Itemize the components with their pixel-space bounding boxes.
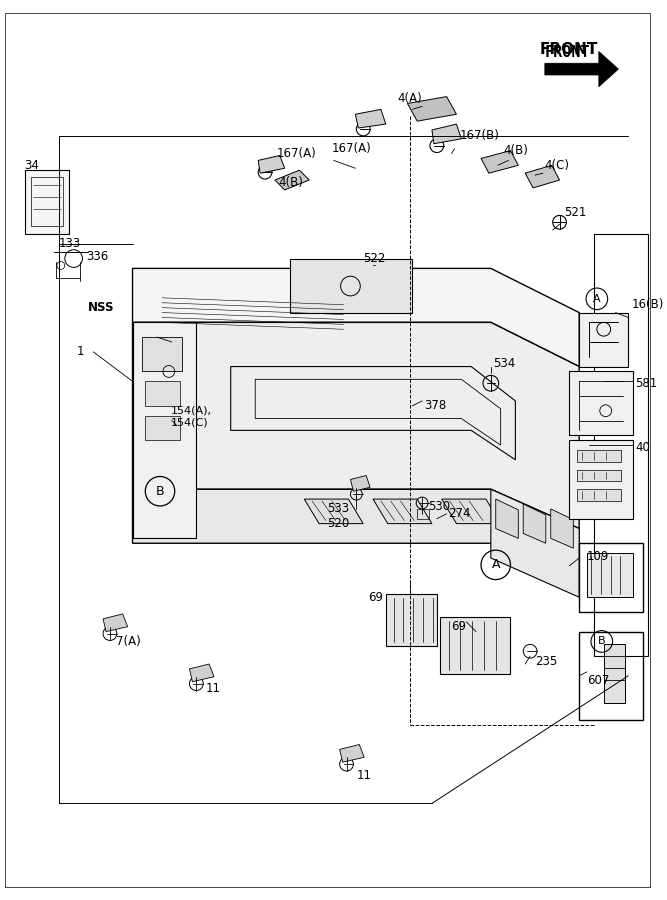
Polygon shape <box>189 664 214 681</box>
Polygon shape <box>432 124 462 144</box>
Text: 40: 40 <box>635 441 650 454</box>
Text: 4(B): 4(B) <box>504 144 528 158</box>
Polygon shape <box>133 268 579 366</box>
Text: 274: 274 <box>449 508 471 520</box>
Bar <box>579 632 643 720</box>
Bar <box>577 450 622 462</box>
Polygon shape <box>408 96 456 122</box>
Polygon shape <box>133 322 579 528</box>
Polygon shape <box>570 372 633 436</box>
Polygon shape <box>356 110 386 128</box>
Bar <box>577 490 622 501</box>
Polygon shape <box>496 500 518 538</box>
Text: A: A <box>593 293 601 304</box>
Text: 133: 133 <box>59 238 81 250</box>
Text: 607: 607 <box>587 674 610 688</box>
Text: 16(B): 16(B) <box>631 298 664 311</box>
Text: B: B <box>155 485 164 498</box>
Text: 581: 581 <box>635 377 658 390</box>
Text: 7(A): 7(A) <box>116 634 141 648</box>
Text: 4(B): 4(B) <box>279 176 303 190</box>
Text: 167(A): 167(A) <box>277 147 317 160</box>
Text: 534: 534 <box>493 357 515 370</box>
Polygon shape <box>289 258 412 312</box>
Text: 522: 522 <box>364 252 386 266</box>
Polygon shape <box>481 150 518 173</box>
Text: 1: 1 <box>77 346 84 358</box>
Polygon shape <box>440 616 510 674</box>
Text: 34: 34 <box>25 158 39 172</box>
Bar <box>142 338 181 372</box>
Bar <box>579 544 643 612</box>
Polygon shape <box>133 322 196 538</box>
Text: 4(C): 4(C) <box>545 158 570 172</box>
Text: 167(B): 167(B) <box>460 130 500 142</box>
Text: 11: 11 <box>206 682 221 695</box>
Polygon shape <box>525 166 560 188</box>
Polygon shape <box>551 508 574 548</box>
Bar <box>145 382 179 406</box>
Polygon shape <box>491 490 579 598</box>
Text: 69: 69 <box>368 590 383 604</box>
Text: 378: 378 <box>424 400 446 412</box>
Text: B: B <box>598 636 606 646</box>
Polygon shape <box>350 475 370 491</box>
Text: A: A <box>492 558 500 572</box>
Polygon shape <box>386 594 437 646</box>
Polygon shape <box>275 170 309 190</box>
Text: 520: 520 <box>327 518 349 530</box>
Text: 11: 11 <box>356 770 372 782</box>
Text: NSS: NSS <box>88 302 115 314</box>
Polygon shape <box>340 744 364 762</box>
Text: 336: 336 <box>87 250 109 263</box>
Bar <box>418 508 429 518</box>
Polygon shape <box>103 614 127 632</box>
Polygon shape <box>133 490 579 578</box>
Polygon shape <box>258 156 285 173</box>
Text: 533: 533 <box>327 502 349 516</box>
Polygon shape <box>545 51 618 86</box>
Bar <box>604 644 626 703</box>
Text: 69: 69 <box>452 620 467 634</box>
Polygon shape <box>587 554 633 598</box>
Text: 154(C): 154(C) <box>171 418 208 428</box>
Polygon shape <box>442 500 501 524</box>
Bar <box>570 440 633 518</box>
Text: 109: 109 <box>587 550 610 562</box>
Polygon shape <box>523 504 546 544</box>
Text: 235: 235 <box>535 654 557 668</box>
Polygon shape <box>373 500 432 524</box>
Text: 4(A): 4(A) <box>398 92 422 105</box>
Text: FRONT: FRONT <box>540 42 598 57</box>
Polygon shape <box>579 312 628 366</box>
Bar <box>31 177 63 226</box>
Polygon shape <box>304 500 364 524</box>
Bar <box>594 234 648 656</box>
Bar <box>145 416 179 440</box>
Text: 521: 521 <box>564 206 587 219</box>
Bar <box>577 470 622 482</box>
Text: FRONT: FRONT <box>545 45 590 60</box>
Bar <box>25 170 69 234</box>
Text: 167(A): 167(A) <box>331 142 372 155</box>
Text: 530: 530 <box>428 500 450 513</box>
Text: 154(A),: 154(A), <box>171 406 212 416</box>
